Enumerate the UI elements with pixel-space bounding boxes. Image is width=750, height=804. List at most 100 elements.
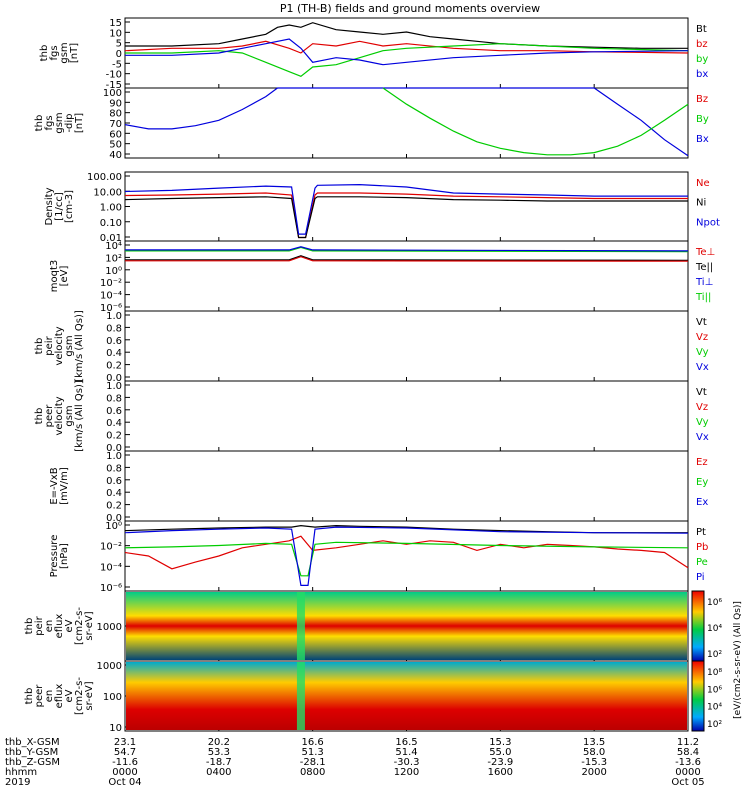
x-axis-value: 54.7 [114, 747, 136, 758]
x-axis-value: 51.3 [302, 747, 324, 758]
y-axis-label: Density [44, 187, 55, 225]
x-axis-value: Oct 05 [671, 777, 704, 788]
series-line-Ni [124, 196, 688, 239]
y-axis-label: E=-VxB [49, 467, 60, 504]
y-axis-label: gsm [64, 405, 75, 426]
panel-pressure: Pressure [nPa] 10⁰ 10⁻² 10⁻⁴ 10⁻⁶ Pt Pb Pe Pi [49, 520, 708, 594]
y-axis-label: [eV] [59, 266, 70, 287]
y-tick-label: 0.2 [106, 431, 122, 442]
y-tick-label: 100 [103, 88, 122, 99]
y-tick-label: 70 [109, 119, 122, 130]
y-axis-label: peir [34, 615, 45, 635]
x-axis-value: 20.2 [208, 737, 230, 748]
y-tick-label: 1.0 [106, 381, 122, 392]
colorbar [691, 590, 705, 662]
legend-entry: Pi [696, 572, 705, 583]
y-tick-label: 90 [109, 98, 122, 109]
series-line-Te⊥ [125, 256, 689, 262]
x-axis-value: 13.5 [583, 737, 605, 748]
legend-entry: Pe [696, 557, 708, 568]
y-axis-label: gsm [54, 112, 65, 133]
y-axis-label: thb [39, 45, 50, 62]
colorbar-tick-label: 10² [707, 720, 722, 730]
y-axis-label: moqt3 [49, 260, 60, 293]
y-axis-label: thb [34, 338, 45, 355]
y-tick-label: 40 [109, 150, 122, 161]
y-tick-label: 0.0 [106, 443, 122, 454]
legend-entry: Ni [696, 198, 706, 209]
y-tick-label: 5 [116, 39, 122, 50]
figure-title: P1 (TH-B) fields and ground moments over… [280, 2, 540, 15]
legend-entry: Pt [696, 527, 706, 538]
heatmap-gap [296, 662, 305, 730]
y-tick-label: 10⁻⁶ [100, 583, 122, 594]
y-axis-label: [1/cc] [54, 192, 65, 221]
x-axis-value: 58.4 [677, 747, 699, 758]
colorbar-tick-label: 10⁸ [707, 668, 722, 678]
x-axis-row-label: 2019 [5, 777, 30, 788]
y-tick-label: 10² [105, 253, 122, 264]
legend-entry: Vx [696, 432, 709, 443]
y-tick-label: -15 [106, 80, 122, 91]
legend-entry: Ez [696, 457, 708, 468]
x-axis-value: 16.6 [302, 737, 324, 748]
legend-entry: bz [696, 39, 708, 50]
y-axis-label: en [44, 620, 55, 633]
y-axis-label: eflux [54, 684, 65, 709]
y-tick-label: 10⁰ [105, 521, 122, 532]
y-tick-label: 10⁰ [105, 266, 122, 277]
series-line-bz [124, 40, 689, 54]
legend-entry: Vt [696, 387, 707, 398]
y-axis-label: en [44, 690, 55, 703]
heatmap-gap [296, 592, 305, 660]
heatmap-body [126, 662, 687, 730]
series-line-By [382, 87, 689, 156]
x-axis-value: 53.3 [208, 747, 230, 758]
x-axis-value: -18.7 [206, 757, 232, 768]
y-tick-label: 1.00 [100, 203, 122, 214]
legend-entry: Te|| [695, 262, 713, 273]
y-tick-label: 60 [109, 129, 122, 140]
y-axis-label: gsm [59, 42, 70, 63]
y-axis-label: eV [64, 619, 75, 632]
heatmap-body [126, 592, 687, 660]
y-axis-label: thb [24, 688, 35, 705]
panel-peir-velocity: thb peir velocity gsm [km/s (All Qs)] 1.00.8 0… [34, 310, 709, 384]
y-tick-label: 0.10 [100, 218, 122, 229]
y-tick-label: 0.0 [106, 513, 122, 524]
y-tick-label: 0.01 [100, 233, 122, 244]
x-axis-row-label: thb_Y-GSM [5, 747, 58, 758]
legend-entry: Vz [696, 332, 708, 343]
y-tick-label: 0.4 [106, 348, 122, 359]
x-axis-value: 11.2 [677, 737, 699, 748]
y-tick-label: 15 [109, 18, 122, 29]
y-axis-label: sr-eV] [84, 681, 95, 710]
y-axis-label: fgs [44, 115, 55, 130]
y-axis-label: thb [24, 618, 35, 635]
legend-entry: Ti⊥ [695, 277, 713, 288]
legend-entry: Ti|| [695, 292, 711, 303]
y-tick-label: 10⁻⁴ [100, 562, 122, 573]
x-axis-value: 15.3 [489, 737, 511, 748]
y-axis-label: [nT] [69, 43, 80, 63]
y-tick-label: 10⁻⁴ [100, 291, 122, 302]
y-tick-label: -5 [112, 59, 122, 70]
y-tick-label: 0.4 [106, 488, 122, 499]
series-line-bx [125, 38, 689, 66]
y-axis-label: [km/s (All Qs)] [74, 310, 85, 382]
y-tick-label: 1000 [97, 622, 122, 633]
legend-entry: Ex [696, 497, 708, 508]
y-axis-label: [nT] [74, 113, 85, 133]
x-axis-value: -30.3 [394, 757, 420, 768]
series-line-Npot [124, 183, 688, 235]
legend-entry: Bt [696, 24, 707, 35]
series-line-Ne [124, 192, 688, 239]
x-axis-value: 1600 [488, 767, 513, 778]
legend-entry: Vx [696, 362, 709, 373]
colorbar-tick-label: 10⁴ [707, 703, 722, 713]
colorbar-tick-label: 10⁶ [707, 598, 722, 608]
y-tick-label: 10⁻² [100, 278, 122, 289]
x-axis-value: 1200 [394, 767, 419, 778]
x-axis-value: 16.5 [395, 737, 417, 748]
